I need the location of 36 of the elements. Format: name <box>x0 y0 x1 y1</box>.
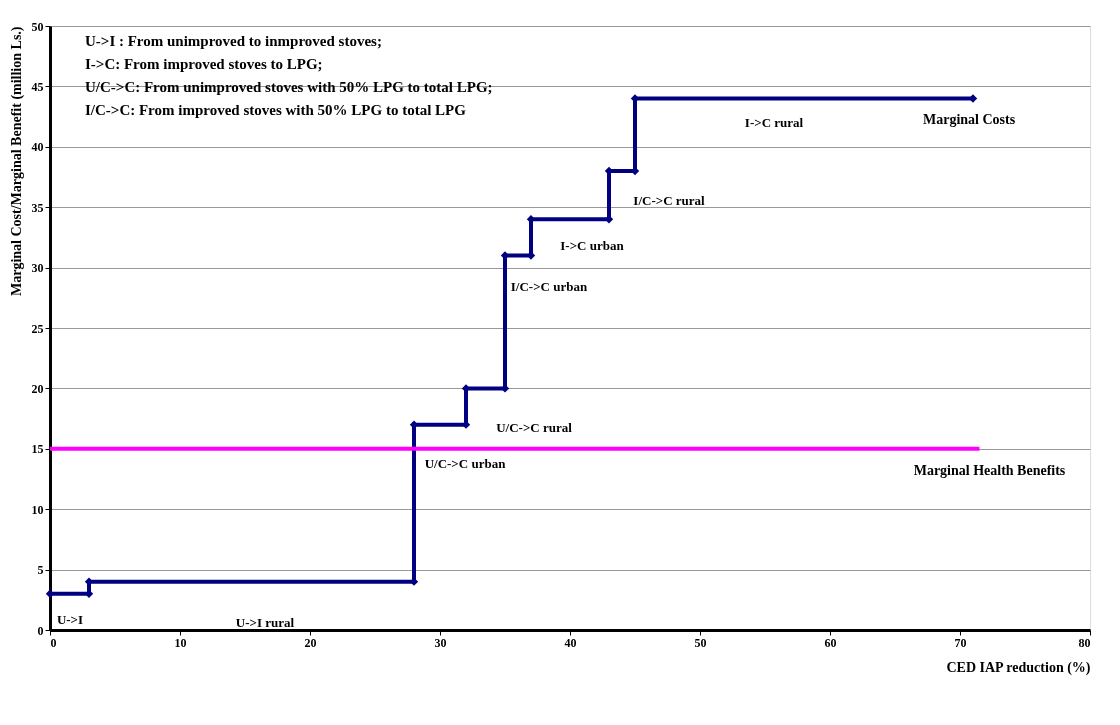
y-tick-label: 30 <box>31 261 44 276</box>
y-tick-label: 40 <box>31 140 44 155</box>
y-tick-label: 10 <box>31 502 44 517</box>
y-tick-label: 25 <box>31 321 44 336</box>
annotation: I->C urban <box>560 238 625 253</box>
annotation: U/C->C: From unimproved stoves with 50% LPG to total LPG; <box>85 79 493 95</box>
y-tick-label: 50 <box>31 19 44 34</box>
x-tick-label: 70 <box>954 635 967 650</box>
annotation: I/C->C rural <box>633 193 706 208</box>
x-tick-label: 0 <box>50 635 57 650</box>
y-tick-label: 15 <box>31 442 44 457</box>
x-tick-label: 80 <box>1078 635 1091 650</box>
annotation: U/C->C rural <box>496 420 573 435</box>
x-tick-label: 30 <box>434 635 447 650</box>
annotation: U/C->C urban <box>424 456 507 471</box>
y-tick-label: 20 <box>31 381 44 396</box>
annotation: I->C: From improved stoves to LPG; <box>85 56 323 72</box>
y-tick-label: 35 <box>31 200 44 215</box>
y-tick-label: 45 <box>31 79 44 94</box>
annotation: I->C rural <box>744 115 804 130</box>
series-label: Marginal Costs <box>923 112 1016 128</box>
y-tick-label: 0 <box>37 623 44 638</box>
x-tick-label: 50 <box>694 635 707 650</box>
annotation: I/C->C urban <box>510 279 588 294</box>
y-axis-title: Marginal Cost/Marginal Benefit (million Ls.) <box>8 26 25 296</box>
annotation: U->I <box>56 612 84 627</box>
x-tick-label: 60 <box>824 635 837 650</box>
annotation: I/C->C: From improved stoves with 50% LPG to total LPG <box>85 102 467 118</box>
x-tick-label: 40 <box>564 635 577 650</box>
annotation: U->I rural <box>235 615 295 630</box>
x-tick-label: 20 <box>304 635 317 650</box>
y-tick-label: 5 <box>37 563 44 578</box>
annotation: U->I : From unimproved to inmproved stoves; <box>85 33 382 49</box>
series-label: Marginal Health Benefits <box>913 462 1066 478</box>
x-axis-title: CED IAP reduction (%) <box>946 659 1091 676</box>
x-tick-label: 10 <box>174 635 187 650</box>
